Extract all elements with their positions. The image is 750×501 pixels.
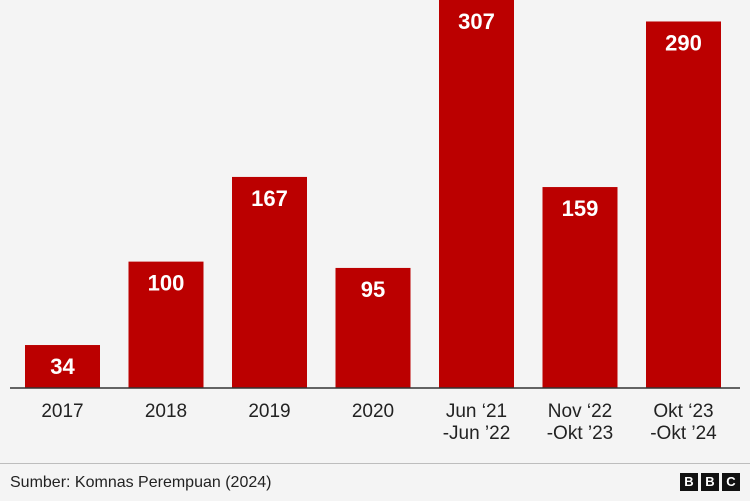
bar xyxy=(542,187,618,388)
bar xyxy=(439,0,514,388)
logo-letter: B xyxy=(680,473,698,491)
bbc-logo: B B C xyxy=(680,473,740,491)
bar-chart: 34 100 167 95 307 159 290 2017 2018 2019 2020 Jun … xyxy=(10,0,740,444)
x-tick-label: 2017 xyxy=(41,401,83,422)
x-tick-label: -Okt ’24 xyxy=(650,423,717,444)
logo-letter: B xyxy=(701,473,719,491)
bar-value-label: 100 xyxy=(148,271,185,296)
bar xyxy=(232,176,307,388)
x-tick-label: 2018 xyxy=(145,401,187,422)
bar-value-label: 290 xyxy=(665,30,702,55)
logo-letter: C xyxy=(722,473,740,491)
bar xyxy=(128,261,204,388)
bar-value-label: 167 xyxy=(251,186,288,211)
x-tick-label: Jun ‘21 xyxy=(446,401,507,422)
bars-group: 34 100 167 95 307 159 290 xyxy=(25,0,721,388)
x-tick-label: Okt ‘23 xyxy=(653,401,713,422)
source-note: Sumber: Komnas Perempuan (2024) xyxy=(10,474,272,491)
x-tick-label: Nov ‘22 xyxy=(548,401,612,422)
x-tick-label: -Okt ’23 xyxy=(547,423,614,444)
x-tick-label: 2020 xyxy=(352,401,394,422)
bar xyxy=(25,345,100,388)
x-tick-label: 2019 xyxy=(248,401,290,422)
chart-footer: Sumber: Komnas Perempuan (2024) B B C xyxy=(0,463,750,501)
bar-value-label: 34 xyxy=(50,354,75,379)
bar-value-label: 95 xyxy=(361,277,385,302)
x-tick-label: -Jun ’22 xyxy=(443,423,511,444)
bar xyxy=(335,267,411,388)
bar-value-label: 159 xyxy=(562,196,599,221)
bar-value-label: 307 xyxy=(458,9,495,34)
bar xyxy=(646,21,721,388)
